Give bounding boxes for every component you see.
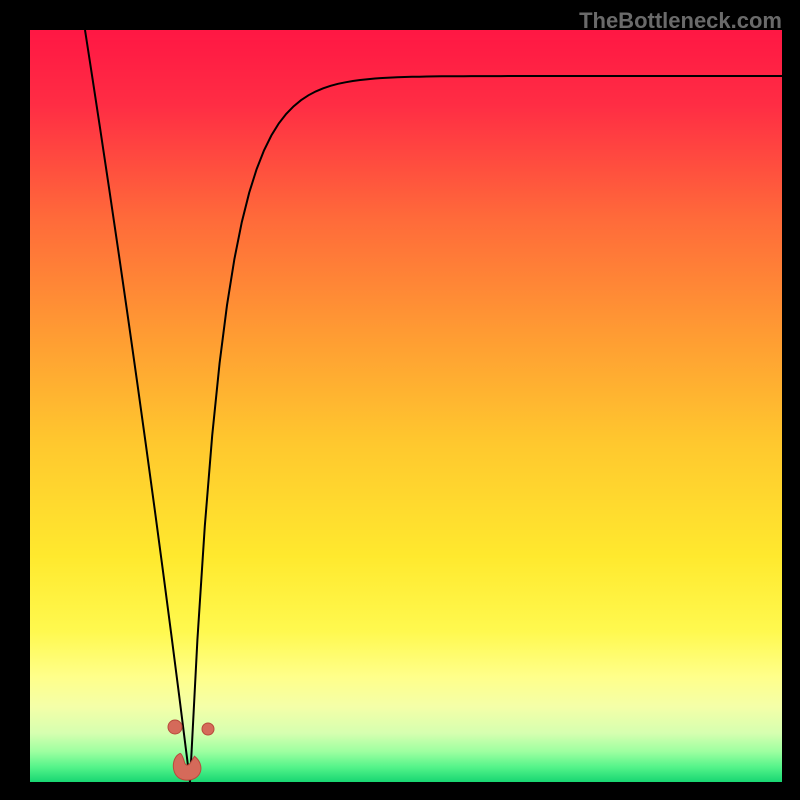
gradient-background — [30, 30, 782, 782]
data-marker — [202, 723, 214, 735]
bottleneck-chart — [30, 30, 782, 782]
data-marker — [168, 720, 182, 734]
watermark-text: TheBottleneck.com — [579, 8, 782, 34]
